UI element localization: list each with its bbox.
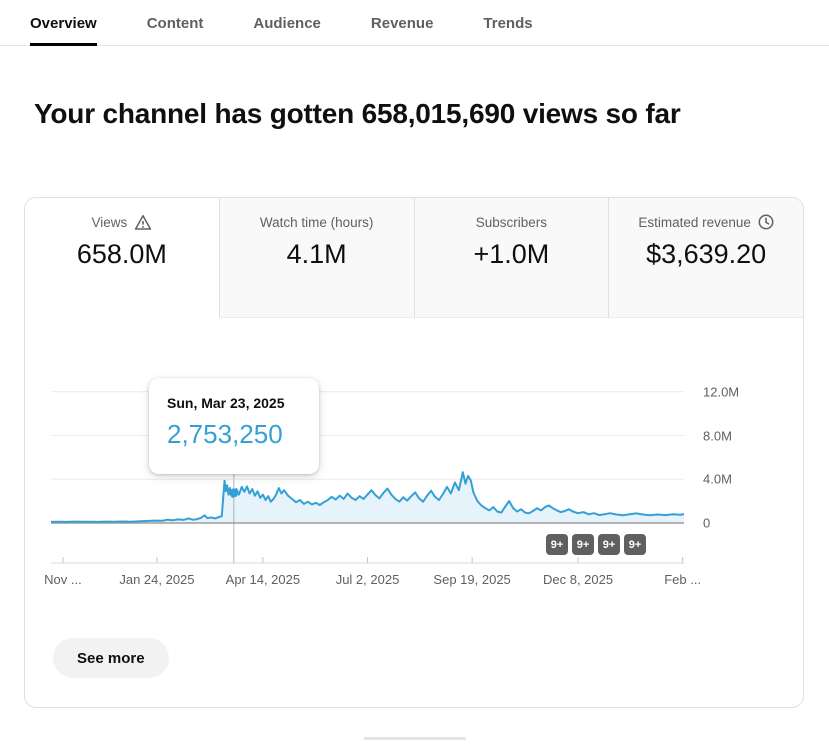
tooltip-value: 2,753,250: [167, 419, 283, 449]
warning-icon[interactable]: [134, 214, 152, 231]
stat-value-estimated-revenue: $3,639.20: [646, 239, 767, 269]
scroll-handle: [363, 737, 466, 740]
stat-label-estimated-revenue: Estimated revenue: [638, 214, 751, 230]
stat-label-views: Views: [91, 214, 128, 230]
clock-icon[interactable]: [758, 214, 774, 230]
tab-audience[interactable]: Audience: [253, 14, 321, 32]
x-axis-label: Dec 8, 2025: [542, 572, 614, 587]
metric-card-row: Views 658.0M Watch time (hours) 4.1M Sub…: [25, 198, 803, 318]
x-axis-label: Jul 2, 2025: [335, 572, 400, 587]
video-count-badge[interactable]: 9+: [546, 534, 568, 555]
see-more-button[interactable]: See more: [53, 638, 169, 678]
video-marker-badges: 9+ 9+ 9+ 9+: [546, 534, 646, 555]
tab-overview[interactable]: Overview: [30, 0, 97, 46]
y-axis-label: 12.0M: [703, 384, 740, 400]
y-axis-label: 8.0M: [703, 428, 732, 444]
analytics-tabbar: Overview Content Audience Revenue Trends: [0, 0, 829, 46]
analytics-card: Views 658.0M Watch time (hours) 4.1M Sub…: [24, 197, 804, 708]
chart-tooltip: Sun, Mar 23, 2025 2,753,250: [149, 378, 319, 474]
views-line-chart[interactable]: [51, 371, 684, 571]
x-axis-label: Apr 14, 2025: [225, 572, 301, 587]
stat-value-views: 658.0M: [76, 239, 167, 269]
tab-content[interactable]: Content: [146, 14, 204, 32]
video-count-badge[interactable]: 9+: [598, 534, 620, 555]
stat-value-watch-time: 4.1M: [286, 239, 347, 269]
stat-label-subscribers: Subscribers: [475, 214, 548, 230]
x-axis-label: Jan 24, 2025: [119, 572, 195, 587]
video-count-badge[interactable]: 9+: [572, 534, 594, 555]
x-axis-label: Sep 19, 2025: [433, 572, 511, 587]
x-axis-label: Feb ...: [664, 572, 702, 587]
stat-card-watch-time[interactable]: Watch time (hours) 4.1M: [219, 198, 415, 318]
x-axis-label: Nov ...: [44, 572, 82, 587]
tooltip-date: Sun, Mar 23, 2025: [167, 395, 285, 411]
tab-trends[interactable]: Trends: [483, 14, 533, 32]
y-axis-label: 4.0M: [703, 471, 732, 487]
stat-card-views[interactable]: Views 658.0M: [25, 198, 220, 318]
tab-revenue[interactable]: Revenue: [370, 14, 434, 32]
stat-value-subscribers: +1.0M: [473, 239, 550, 269]
y-axis-label: 0: [703, 515, 711, 531]
page-title: Your channel has gotten 658,015,690 view…: [34, 98, 681, 129]
highlighted-point-dot: [229, 488, 239, 498]
stat-label-watch-time: Watch time (hours): [259, 214, 374, 230]
stat-card-estimated-revenue[interactable]: Estimated revenue $3,639.20: [609, 198, 803, 318]
video-count-badge[interactable]: 9+: [624, 534, 646, 555]
stat-card-subscribers[interactable]: Subscribers +1.0M: [414, 198, 610, 318]
